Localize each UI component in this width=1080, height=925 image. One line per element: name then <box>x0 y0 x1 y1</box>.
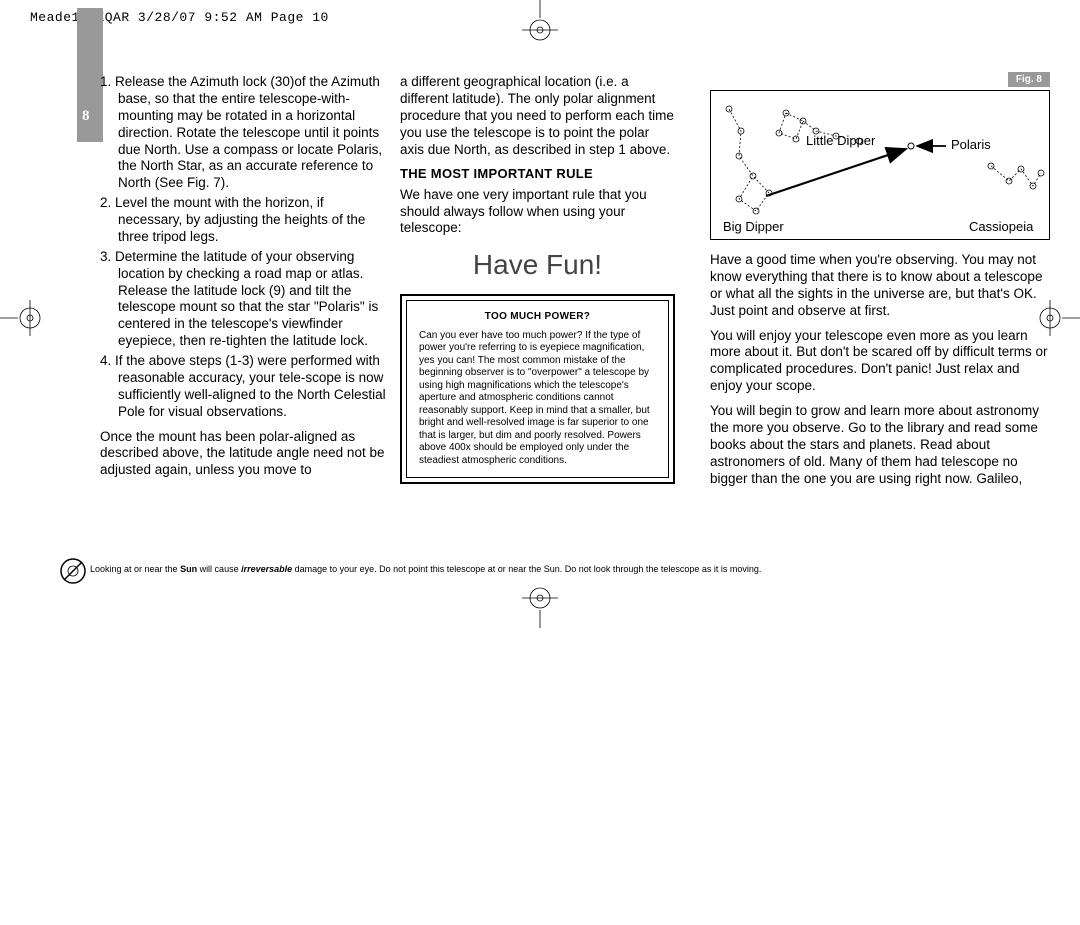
step-4: 4. If the above steps (1-3) were perform… <box>80 353 390 421</box>
label-polaris: Polaris <box>951 137 991 152</box>
step-3: 3. Determine the latitude of your observ… <box>80 249 390 350</box>
warning-icon <box>60 558 86 584</box>
col3-para1: Have a good time when you're observing. … <box>710 252 1050 320</box>
page-content: 1. Release the Azimuth lock (30)of the A… <box>30 72 1050 562</box>
print-header: Meade114EQAR 3/28/07 9:52 AM Page 10 <box>30 10 329 25</box>
label-little-dipper: Little Dipper <box>806 133 875 148</box>
col1-para: Once the mount has been polar-aligned as… <box>80 429 390 480</box>
col2-para2: We have one very important rule that you… <box>400 187 675 238</box>
column-1: 1. Release the Azimuth lock (30)of the A… <box>80 74 390 482</box>
column-3: Have a good time when you're observing. … <box>710 252 1050 490</box>
label-cassiopeia: Cassiopeia <box>969 219 1033 234</box>
figure-box: Little Dipper Polaris Big Dipper Cassiop… <box>710 90 1050 240</box>
callout-box: TOO MUCH POWER? Can you ever have too mu… <box>400 294 675 484</box>
figure-8: Fig. 8 <box>710 72 1050 240</box>
column-2: a different geographical location (i.e. … <box>400 74 675 484</box>
crop-mark-bottom <box>512 580 568 628</box>
step-2: 2. Level the mount with the horizon, if … <box>80 195 390 246</box>
col2-para1: a different geographical location (i.e. … <box>400 74 675 158</box>
step-1: 1. Release the Azimuth lock (30)of the A… <box>80 74 390 192</box>
section-heading: THE MOST IMPORTANT RULE <box>400 166 675 182</box>
col3-para3: You will begin to grow and learn more ab… <box>710 403 1050 487</box>
sun-warning: Looking at or near the Sun will cause ir… <box>90 564 1040 575</box>
figure-tab: Fig. 8 <box>1008 72 1050 87</box>
label-big-dipper: Big Dipper <box>723 219 784 234</box>
have-fun-text: Have Fun! <box>400 247 675 282</box>
callout-title: TOO MUCH POWER? <box>419 311 656 324</box>
crop-mark-top <box>512 0 568 48</box>
col3-para2: You will enjoy your telescope even more … <box>710 328 1050 396</box>
callout-body: Can you ever have too much power? If the… <box>419 330 656 468</box>
